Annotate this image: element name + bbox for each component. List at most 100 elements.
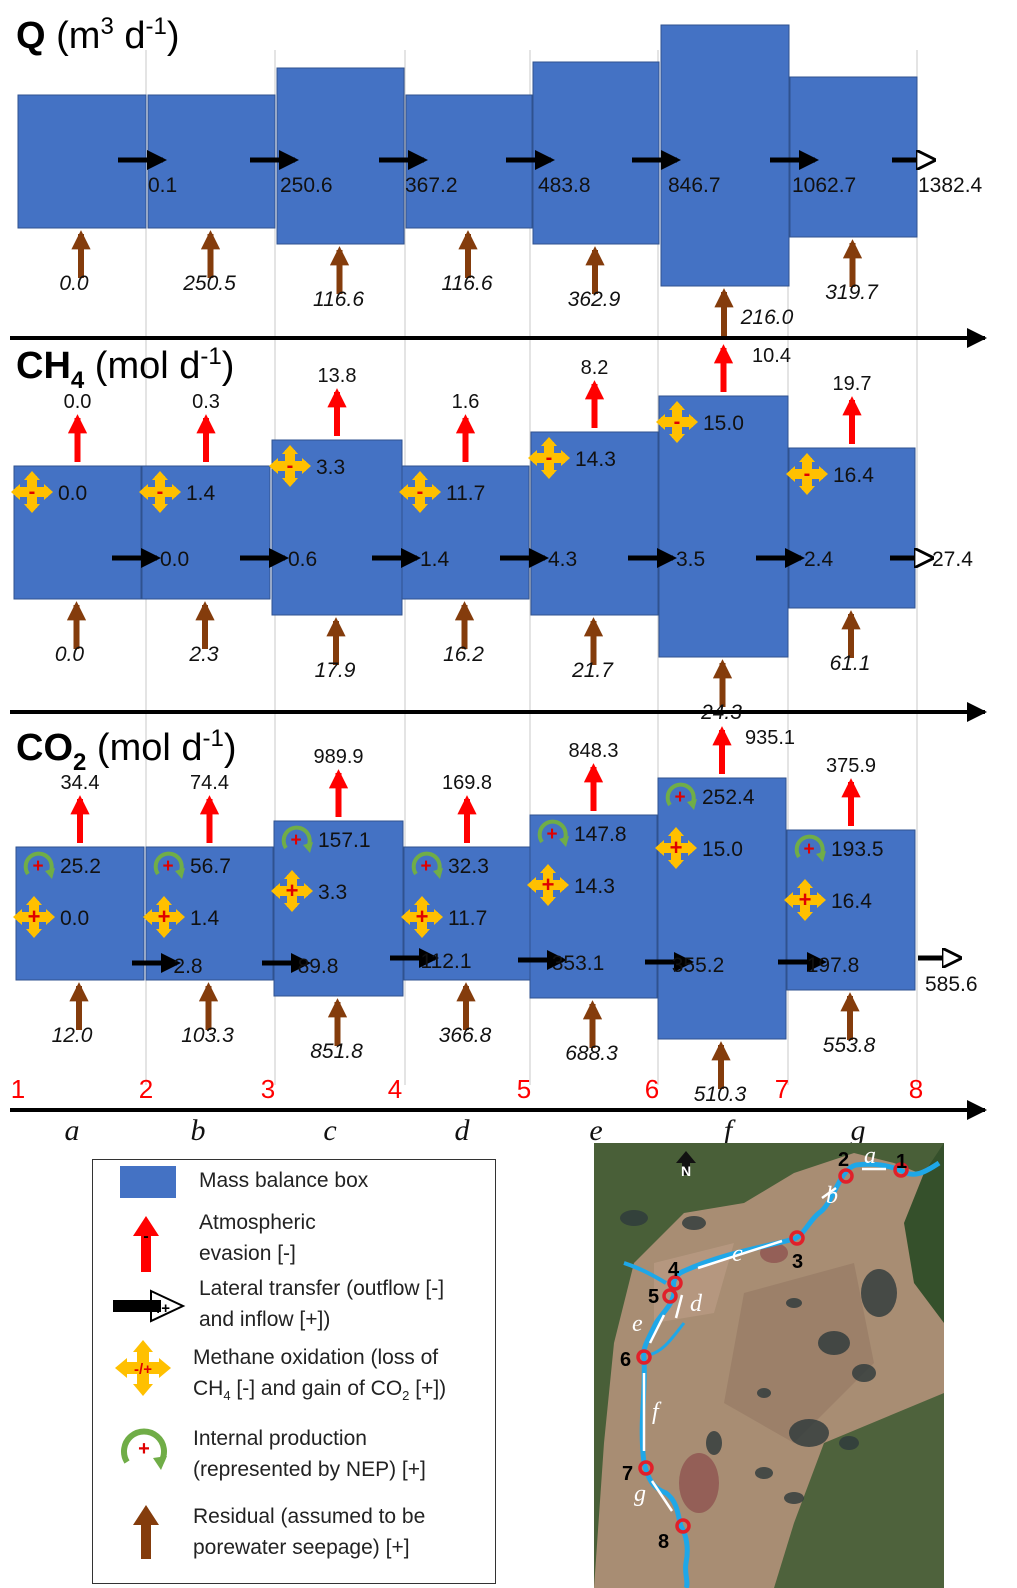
ch4-evasion-label-7: 19.7 bbox=[833, 373, 872, 395]
co2-evasion-label-5: 848.3 bbox=[568, 740, 618, 762]
ch4-oxidation-label-7: 16.4 bbox=[833, 464, 874, 487]
svg-text:+: + bbox=[803, 839, 814, 860]
co2-lateral-label-4: 353.1 bbox=[552, 952, 605, 975]
svg-text:+: + bbox=[674, 787, 685, 808]
ch4-lateral-label-1: 0.0 bbox=[160, 548, 189, 571]
co2-production-icon-1: + bbox=[23, 851, 55, 879]
co2-oxidation-label-3: 3.3 bbox=[318, 881, 347, 904]
svg-text:-: - bbox=[157, 481, 164, 503]
ch4-oxidation-label-4: 11.7 bbox=[446, 482, 485, 505]
ch4-residual-label-3: 17.9 bbox=[315, 659, 356, 682]
svg-text:+: + bbox=[542, 872, 555, 897]
svg-text:+: + bbox=[416, 904, 429, 929]
co2-residual-label-4: 366.8 bbox=[439, 1024, 492, 1047]
svg-text:+: + bbox=[420, 856, 431, 877]
production-circle-icon: + bbox=[121, 1428, 167, 1470]
co2-evasion-label-2: 74.4 bbox=[190, 772, 229, 794]
co2-production-label-7: 193.5 bbox=[831, 838, 884, 861]
ch4-oxidation-icon-3: - bbox=[269, 445, 311, 487]
svg-text:-: - bbox=[287, 455, 294, 477]
co2-lateral-label-5: 355.2 bbox=[672, 954, 725, 977]
point-label-2: 2 bbox=[139, 1074, 153, 1104]
point-label-3: 3 bbox=[261, 1074, 275, 1104]
box-icon bbox=[120, 1166, 176, 1198]
co2-evasion-label-1: 34.4 bbox=[61, 772, 100, 794]
co2-oxidation-icon-4: + bbox=[401, 896, 443, 938]
co2-lateral-label-1: 2.8 bbox=[173, 955, 202, 978]
ch4-oxidation-label-2: 1.4 bbox=[186, 482, 216, 505]
q-residual-label-7: 319.7 bbox=[825, 281, 879, 304]
ch4-lateral-label-4: 4.3 bbox=[548, 548, 577, 571]
q-box-g bbox=[789, 76, 918, 238]
map-site-label-8: 8 bbox=[658, 1531, 670, 1553]
co2-production-label-3: 157.1 bbox=[318, 829, 371, 852]
ch4-evasion-label-3: 13.8 bbox=[318, 365, 357, 387]
svg-text:+: + bbox=[799, 887, 812, 912]
q-box-f bbox=[660, 24, 790, 287]
q-lateral-label-4: 483.8 bbox=[538, 174, 591, 197]
legend-residual-line1: Residual (assumed to be bbox=[193, 1505, 426, 1528]
q-residual-label-1: 0.0 bbox=[59, 272, 89, 295]
panel-title-co2: CO2 (mol d-1) bbox=[16, 725, 237, 776]
q-residual-label-6: 216.0 bbox=[740, 306, 794, 329]
co2-oxidation-label-5: 14.3 bbox=[574, 875, 615, 898]
co2-production-icon-7: + bbox=[794, 834, 826, 862]
legend-oxidation-line1: Methane oxidation (loss of bbox=[193, 1346, 439, 1369]
segment-label-d: d bbox=[455, 1114, 471, 1147]
q-lateral-label-5: 846.7 bbox=[668, 174, 721, 197]
map-site-label-4: 4 bbox=[668, 1259, 680, 1281]
mass-balance-boxes bbox=[13, 24, 918, 1040]
point-label-8: 8 bbox=[909, 1074, 923, 1104]
co2-residual-label-3: 851.8 bbox=[310, 1040, 363, 1063]
q-lateral-label-2: 250.6 bbox=[280, 174, 333, 197]
ch4-lateral-label-3: 1.4 bbox=[420, 548, 450, 571]
map-segment-label-b: b bbox=[826, 1183, 838, 1209]
co2-oxidation-icon-7: + bbox=[784, 879, 826, 921]
co2-lateral-label-6: 197.8 bbox=[807, 954, 860, 977]
co2-production-icon-5: + bbox=[537, 819, 569, 847]
co2-production-icon-3: + bbox=[281, 825, 313, 853]
q-residual-label-5: 362.9 bbox=[568, 288, 621, 311]
segment-label-g: g bbox=[851, 1114, 866, 1147]
legend-evasion-sign: - bbox=[143, 1228, 148, 1245]
q-lateral-label-7: 1382.4 bbox=[918, 174, 983, 197]
q-residual-label-2: 250.5 bbox=[182, 272, 236, 295]
point-label-7: 7 bbox=[775, 1074, 789, 1104]
co2-oxidation-label-4: 11.7 bbox=[448, 907, 487, 930]
co2-production-icon-6: + bbox=[665, 782, 697, 810]
lateral-arrow-icon: -/+ bbox=[113, 1289, 186, 1323]
map-segment-label-e: e bbox=[632, 1311, 643, 1337]
ch4-evasion-label-2: 0.3 bbox=[192, 391, 220, 413]
ch4-lateral-label-2: 0.6 bbox=[288, 548, 317, 571]
co2-production-icon-2: + bbox=[153, 851, 185, 879]
site-map-image: N bbox=[594, 1143, 944, 1588]
map-site-label-6: 6 bbox=[620, 1349, 632, 1371]
map-segment-label-a: a bbox=[864, 1143, 876, 1169]
ch4-evasion-label-1: 0.0 bbox=[64, 391, 92, 413]
segment-label-a: a bbox=[65, 1114, 80, 1147]
co2-oxidation-label-1: 0.0 bbox=[60, 907, 89, 930]
map-segment-label-d: d bbox=[690, 1291, 702, 1317]
ch4-oxidation-icon-4: - bbox=[399, 471, 441, 513]
co2-oxidation-label-7: 16.4 bbox=[831, 890, 872, 913]
ch4-oxidation-icon-2: - bbox=[139, 471, 181, 513]
co2-residual-label-2: 103.3 bbox=[181, 1024, 234, 1047]
point-label-6: 6 bbox=[645, 1074, 659, 1104]
ch4-residual-label-5: 21.7 bbox=[571, 659, 614, 682]
point-label-4: 4 bbox=[388, 1074, 402, 1104]
residual-arrow-icon bbox=[133, 1505, 159, 1559]
ch4-residual-label-4: 16.2 bbox=[443, 643, 484, 666]
co2-residual-label-6: 510.3 bbox=[694, 1083, 747, 1106]
map-north-label: N bbox=[681, 1163, 691, 1179]
q-lateral-label-1: 0.1 bbox=[148, 174, 177, 197]
panel-title-ch4: CH4 (mol d-1) bbox=[16, 343, 234, 394]
co2-production-icon-4: + bbox=[411, 851, 443, 879]
svg-text:+: + bbox=[158, 904, 171, 929]
svg-text:-/+: -/+ bbox=[152, 1300, 170, 1317]
ch4-lateral-label-5: 3.5 bbox=[676, 548, 705, 571]
svg-text:-: - bbox=[417, 481, 424, 503]
ch4-oxidation-icon-7: - bbox=[786, 453, 828, 495]
svg-text:+: + bbox=[286, 878, 299, 903]
co2-evasion-label-6: 935.1 bbox=[745, 727, 795, 749]
